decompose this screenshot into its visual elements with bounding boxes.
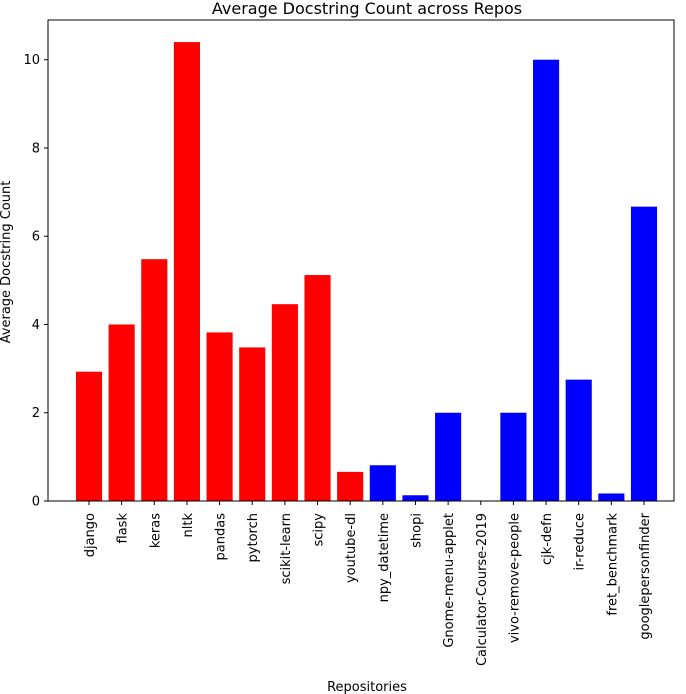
x-tick-label: keras	[148, 513, 163, 548]
y-axis-label: Average Docstring Count	[0, 181, 14, 344]
bar-keras	[141, 259, 168, 501]
bar-pytorch	[239, 347, 266, 501]
x-tick-label: fret_benchmark	[605, 513, 620, 616]
y-axis-ticks: 0 2 4 6 8 10	[23, 53, 48, 510]
bars-group	[75, 42, 658, 502]
x-tick-label: pytorch	[246, 513, 261, 562]
x-tick-label: pandas	[214, 513, 229, 561]
bar-pandas	[206, 332, 233, 501]
x-tick-label: Calculator-Course-2019	[475, 513, 490, 666]
bar-scikit-learn	[271, 304, 298, 501]
bar-Gnome-menu-applet	[435, 412, 462, 501]
y-tick-label: 4	[32, 318, 40, 333]
bar-fret_benchmark	[598, 493, 625, 501]
x-tick-label: scipy	[312, 513, 327, 547]
y-tick-label: 10	[23, 53, 40, 68]
y-tick-label: 8	[32, 141, 40, 156]
bar-nltk	[173, 42, 200, 502]
x-tick-label: flask	[116, 513, 131, 544]
y-tick-label: 6	[32, 230, 40, 245]
x-tick-label: nltk	[181, 513, 196, 538]
x-tick-label: npy_datetime	[377, 513, 392, 602]
bar-django	[75, 371, 103, 501]
y-tick-label: 2	[32, 406, 40, 421]
bar-cjk-defn	[533, 59, 560, 501]
x-tick-label: shopi	[409, 513, 424, 548]
x-axis-label: Repositories	[327, 680, 407, 694]
x-tick-label: Gnome-menu-applet	[442, 513, 457, 648]
chart-title: Average Docstring Count across Repos	[212, 0, 522, 18]
x-tick-label: googlepersonfinder	[638, 512, 653, 639]
bar-vivo-remove-people	[500, 412, 527, 501]
bar-ir-reduce	[565, 379, 592, 501]
bar-scipy	[304, 275, 331, 501]
x-tick-label: vivo-remove-people	[507, 513, 522, 643]
bar-shopi	[402, 495, 429, 501]
x-tick-label: cjk-defn	[540, 513, 555, 565]
bar-youtube-dl	[337, 471, 364, 501]
x-tick-label: django	[83, 513, 98, 557]
axes-frame	[47, 19, 675, 502]
x-tick-label: ir-reduce	[573, 513, 588, 571]
bar-npy_datetime	[369, 465, 396, 501]
y-tick-label: 0	[32, 495, 40, 510]
x-tick-label: scikit-learn	[279, 513, 294, 584]
bar-flask	[108, 324, 135, 501]
bar-googlepersonfinder	[630, 206, 658, 501]
x-tick-label: youtube-dl	[344, 513, 359, 583]
x-axis-ticks: django flask keras nltk pandas pytorch scikit-…	[83, 501, 653, 666]
